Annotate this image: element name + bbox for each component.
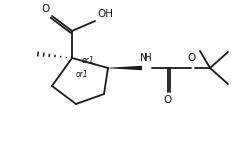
- Text: O: O: [42, 4, 50, 14]
- Text: or1: or1: [82, 56, 95, 65]
- Text: O: O: [188, 53, 196, 63]
- Text: N: N: [140, 53, 148, 63]
- Text: H: H: [144, 53, 152, 63]
- Text: or1: or1: [76, 70, 89, 79]
- Text: O: O: [164, 95, 172, 105]
- Polygon shape: [108, 66, 142, 70]
- Text: OH: OH: [97, 9, 113, 19]
